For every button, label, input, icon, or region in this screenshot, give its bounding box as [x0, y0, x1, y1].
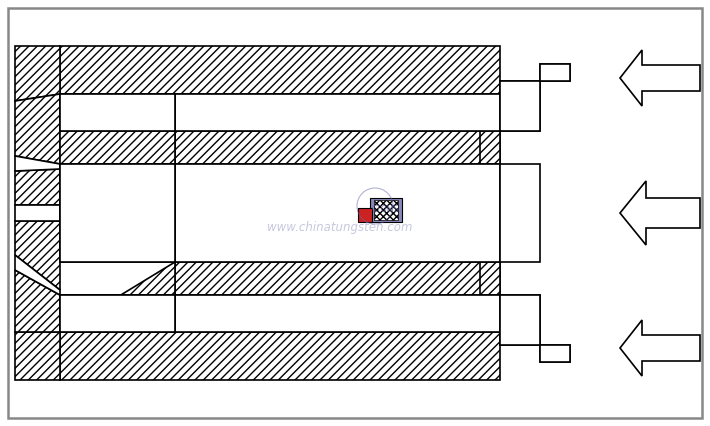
Polygon shape [60, 295, 175, 332]
Polygon shape [60, 164, 175, 262]
Polygon shape [15, 94, 60, 164]
Polygon shape [540, 64, 570, 81]
Polygon shape [15, 270, 60, 332]
Polygon shape [175, 262, 500, 295]
Polygon shape [175, 131, 500, 164]
Polygon shape [620, 181, 700, 245]
Polygon shape [15, 46, 60, 101]
Polygon shape [540, 345, 570, 362]
Polygon shape [60, 94, 175, 131]
Polygon shape [540, 64, 570, 81]
Polygon shape [500, 295, 540, 345]
Polygon shape [500, 81, 540, 131]
Bar [370, 198, 402, 222]
Polygon shape [15, 332, 60, 380]
Polygon shape [60, 94, 175, 164]
Polygon shape [175, 295, 500, 332]
Polygon shape [60, 262, 175, 332]
Polygon shape [15, 221, 60, 290]
Polygon shape [60, 295, 175, 332]
Polygon shape [60, 164, 175, 262]
Polygon shape [480, 131, 500, 164]
Polygon shape [15, 205, 60, 221]
Polygon shape [500, 164, 540, 262]
Bar [358, 208, 372, 222]
Polygon shape [620, 50, 700, 106]
Polygon shape [500, 81, 540, 131]
Polygon shape [60, 46, 500, 94]
Polygon shape [175, 164, 500, 262]
Polygon shape [60, 295, 175, 332]
Polygon shape [60, 332, 500, 380]
Polygon shape [60, 94, 175, 131]
Polygon shape [175, 94, 500, 131]
Bar [374, 200, 398, 220]
Polygon shape [15, 156, 60, 171]
Polygon shape [500, 295, 540, 345]
Text: www.chinatungsten.com: www.chinatungsten.com [267, 222, 413, 234]
Polygon shape [620, 320, 700, 376]
Polygon shape [60, 94, 175, 164]
Text: CTOMS: CTOMS [371, 205, 398, 215]
Polygon shape [15, 255, 60, 295]
Polygon shape [540, 345, 570, 362]
Polygon shape [15, 169, 60, 205]
Polygon shape [480, 262, 500, 295]
